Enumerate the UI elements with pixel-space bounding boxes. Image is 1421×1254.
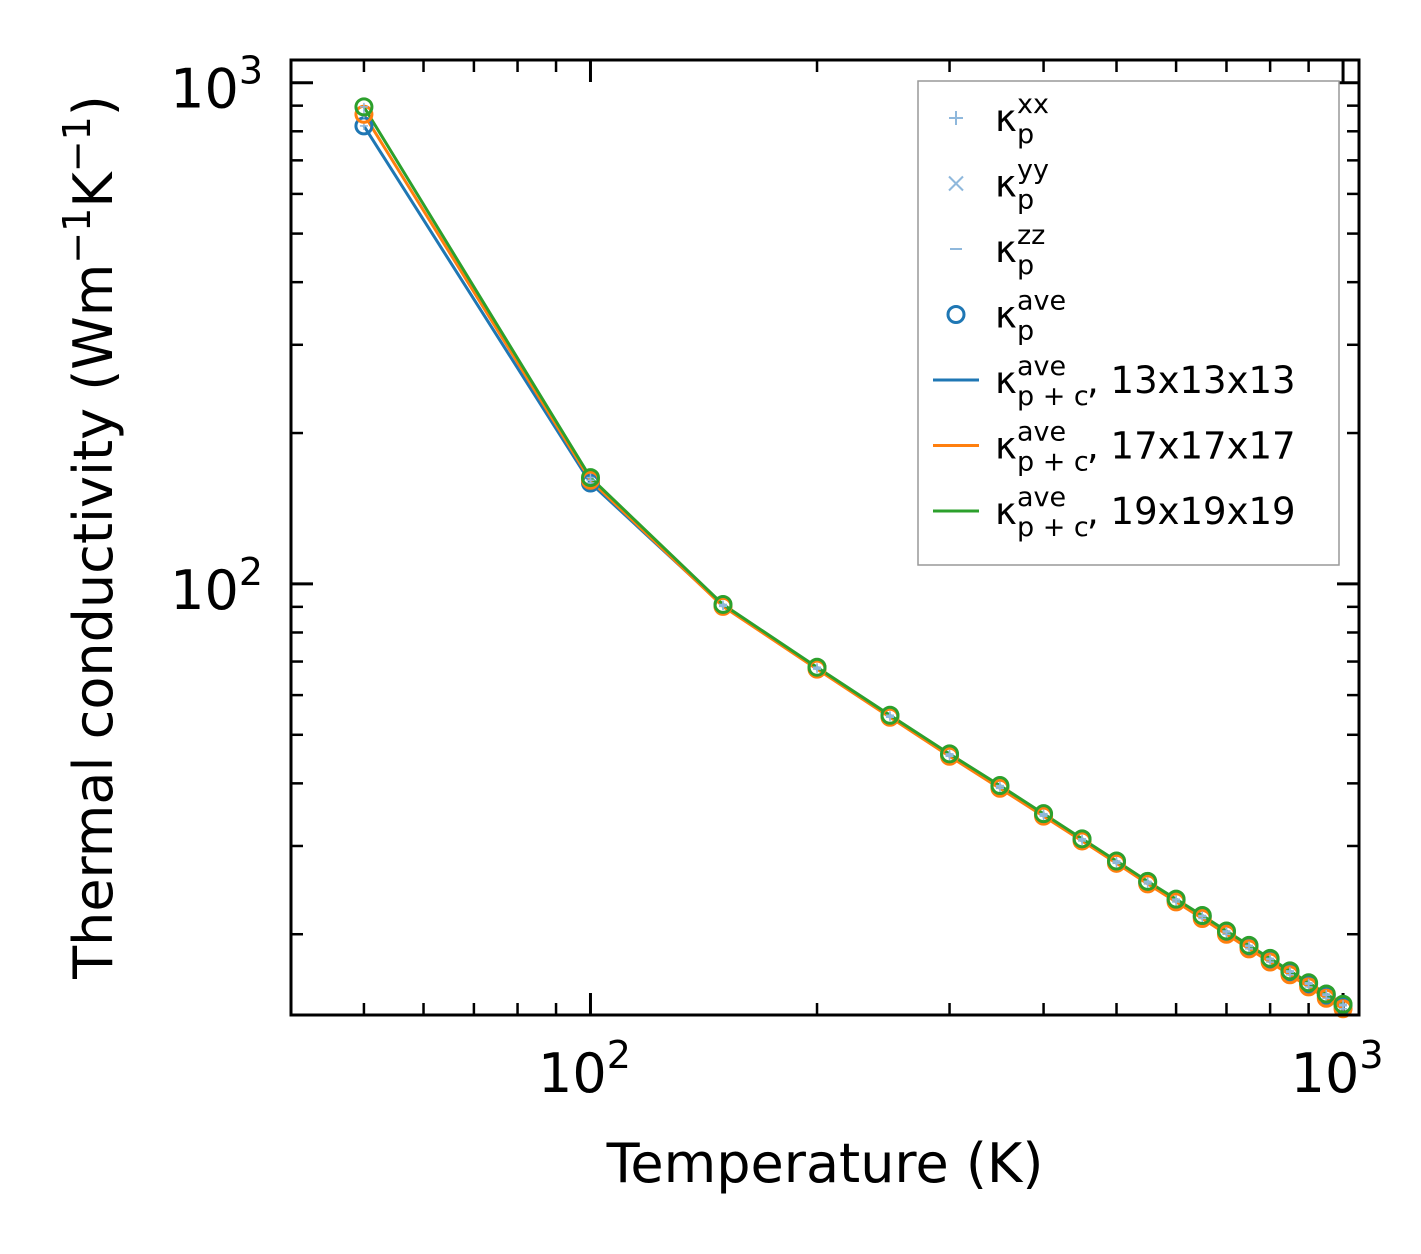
plot-frame bbox=[289, 58, 1361, 1017]
data-point-ave bbox=[1280, 961, 1300, 981]
data-point-ave bbox=[354, 97, 374, 117]
legend-label: κxx p bbox=[995, 89, 1049, 150]
legend-symbol: κ bbox=[995, 490, 1017, 533]
legend-box bbox=[917, 80, 1340, 566]
data-point-ave bbox=[940, 744, 960, 764]
legend-label: κave p + c, 13x13x13 bbox=[995, 351, 1296, 412]
y-axis-label: Thermal conductivity (Wm−1K−1) bbox=[55, 95, 125, 980]
legend-superscript: ave bbox=[1017, 286, 1066, 317]
tick-label-exponent: 2 bbox=[239, 550, 263, 594]
tick-label-exponent: 3 bbox=[1359, 1033, 1383, 1077]
data-series bbox=[354, 97, 1353, 1019]
legend-suffix: , 13x13x13 bbox=[1087, 359, 1296, 402]
legend-entry: κave p + c, 19x19x19 bbox=[933, 482, 1296, 543]
data-point-ave bbox=[1034, 804, 1054, 824]
tick-label-base: 10 bbox=[538, 1042, 607, 1105]
data-point-ave bbox=[1216, 921, 1236, 941]
legend-symbol: κ bbox=[995, 294, 1017, 337]
legend-entry: κyy p bbox=[948, 155, 1049, 216]
legend-superscript: ave bbox=[1017, 351, 1066, 382]
x-axis-label: Temperature (K) bbox=[606, 1132, 1044, 1195]
legend-label: κzz p bbox=[995, 220, 1045, 281]
legend-subscript: p bbox=[1017, 185, 1034, 216]
data-point-ave bbox=[1316, 984, 1336, 1004]
data-point-ave bbox=[807, 657, 827, 677]
legend-symbol: κ bbox=[995, 97, 1017, 140]
y-tick-label: 102 bbox=[170, 550, 263, 622]
data-point-ave bbox=[1239, 935, 1259, 955]
data-point-ave bbox=[1072, 829, 1092, 849]
legend-marker-cross bbox=[948, 175, 964, 192]
legend-label: κave p + c, 19x19x19 bbox=[995, 482, 1296, 543]
legend-subscript: p bbox=[1017, 316, 1034, 347]
data-point-ave bbox=[713, 594, 733, 614]
legend-symbol: κ bbox=[995, 163, 1017, 206]
tick-label-base: 10 bbox=[170, 58, 239, 121]
legend-label: κyy p bbox=[995, 155, 1049, 216]
data-point-ave bbox=[580, 468, 600, 488]
legend-entry: κave p + c, 17x17x17 bbox=[933, 417, 1296, 478]
data-point-ave bbox=[1192, 905, 1212, 925]
legend-suffix: , 19x19x19 bbox=[1087, 490, 1296, 533]
data-point-ave bbox=[1166, 889, 1186, 909]
data-point-ave bbox=[880, 705, 900, 725]
legend-subscript: p bbox=[1017, 250, 1034, 281]
legend-subscript: p + c bbox=[1017, 512, 1089, 543]
legend-symbol: κ bbox=[995, 359, 1017, 402]
legend-subscript: p bbox=[1017, 119, 1034, 150]
x-tick-label: 103 bbox=[1291, 1033, 1384, 1105]
data-point-ave bbox=[1107, 851, 1127, 871]
data-point-ave bbox=[1260, 948, 1280, 968]
legend-symbol: κ bbox=[995, 425, 1017, 468]
legend-suffix: , 17x17x17 bbox=[1087, 425, 1296, 468]
legend-superscript: yy bbox=[1017, 155, 1049, 186]
legend-entry: κave p bbox=[946, 286, 1066, 347]
x-tick-label: 102 bbox=[538, 1033, 631, 1105]
legend-symbol: κ bbox=[995, 228, 1017, 271]
legend-entry: κzz p bbox=[950, 220, 1045, 281]
legend-label: κave p bbox=[995, 286, 1066, 347]
legend-subscript: p + c bbox=[1017, 381, 1089, 412]
data-point-ave bbox=[1333, 994, 1353, 1014]
legend-entry: κxx p bbox=[949, 89, 1049, 150]
y-tick-label: 103 bbox=[170, 49, 263, 121]
legend-superscript: ave bbox=[1017, 482, 1066, 513]
data-point-ave bbox=[1138, 871, 1158, 891]
tick-label-exponent: 3 bbox=[239, 49, 263, 93]
legend-subscript: p + c bbox=[1017, 447, 1089, 478]
legend-superscript: ave bbox=[1017, 417, 1066, 448]
tick-label-exponent: 2 bbox=[607, 1033, 631, 1077]
legend-superscript: zz bbox=[1017, 220, 1045, 251]
legend-marker-circle bbox=[946, 305, 966, 324]
data-point-ave bbox=[1299, 973, 1319, 993]
legend-entry: κave p + c, 13x13x13 bbox=[933, 351, 1296, 412]
legend-superscript: xx bbox=[1017, 89, 1049, 120]
data-point-ave bbox=[990, 776, 1010, 796]
tick-label-base: 10 bbox=[170, 559, 239, 622]
legend-label: κave p + c, 17x17x17 bbox=[995, 417, 1296, 478]
tick-label-base: 10 bbox=[1291, 1042, 1360, 1105]
